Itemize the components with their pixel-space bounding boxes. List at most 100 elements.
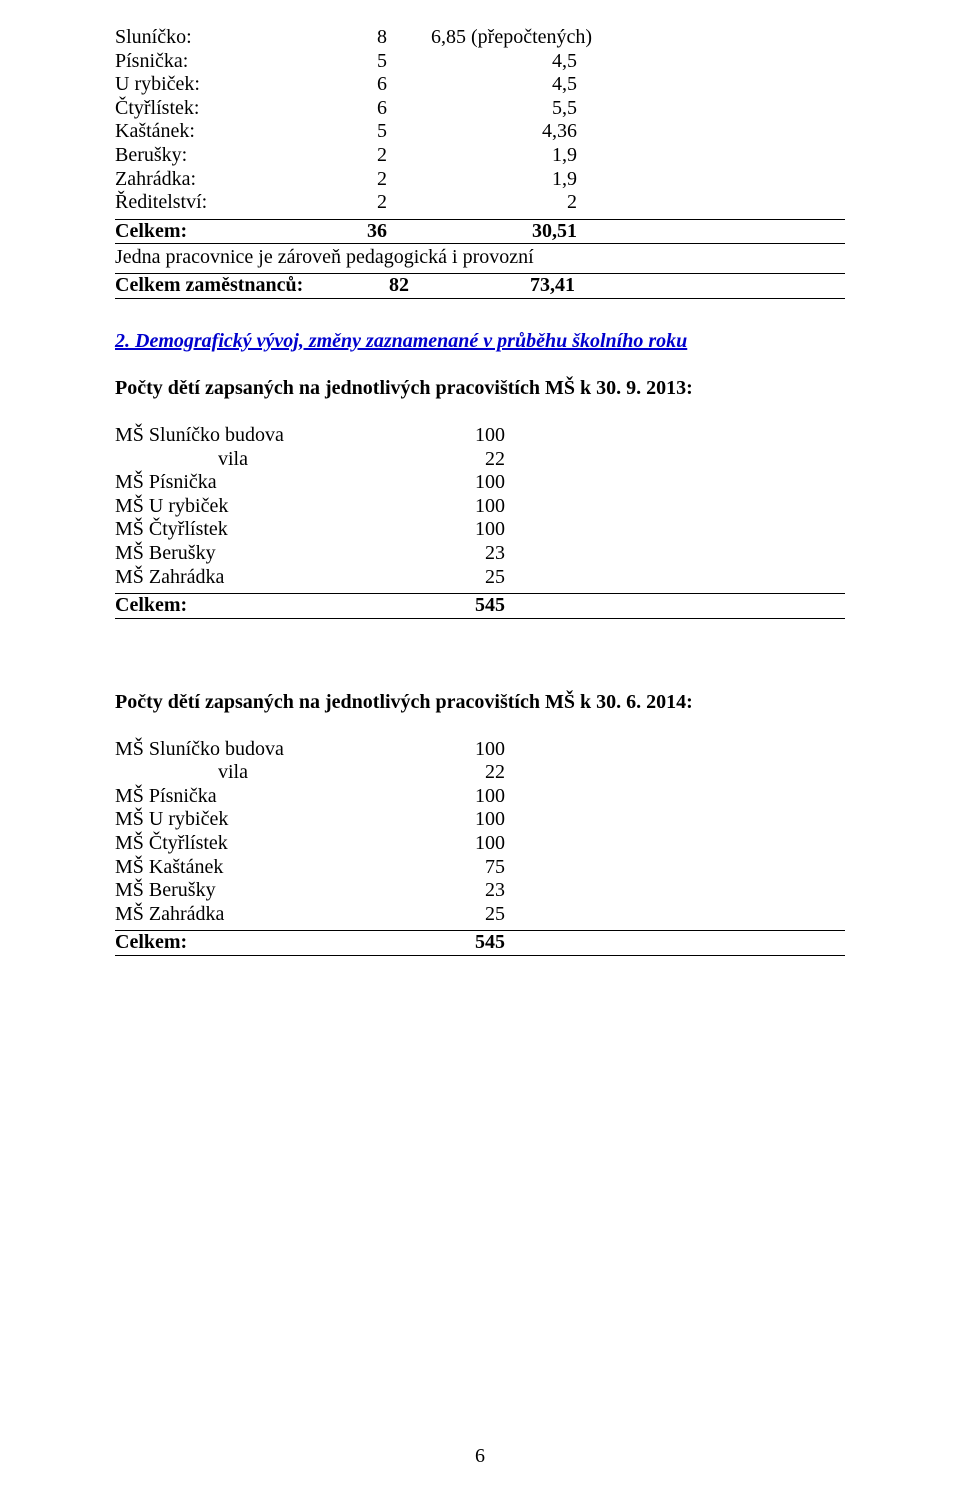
section-title: 2. Demografický vývoj, změny zaznamenané…	[115, 329, 845, 353]
rule	[115, 243, 845, 244]
list-row-value: 22	[435, 761, 505, 785]
list-row-label: MŠ Kaštánek	[115, 856, 435, 880]
list-row-label: MŠ Zahrádka	[115, 903, 435, 927]
staff-row-b: 1,9	[387, 144, 577, 168]
list-row-label: vila	[115, 761, 435, 785]
staff-total-row: Celkem: 36 30,51	[115, 220, 845, 244]
emp-total-label: Celkem zaměstnanců:	[115, 274, 375, 298]
count-list-2: MŠ Sluníčko budova100vila22MŠ Písnička10…	[115, 738, 845, 927]
staff-total-a: 36	[301, 220, 387, 244]
emp-total-a: 82	[375, 274, 409, 298]
list-row-value: 100	[435, 424, 505, 448]
staff-row-b: 6,85 (přepočtených)	[387, 26, 592, 50]
list-row-value: 100	[435, 518, 505, 542]
list-row-label: MŠ Písnička	[115, 785, 435, 809]
list-row: vila22	[115, 448, 845, 472]
list-row-value: 100	[435, 495, 505, 519]
emp-total-values: 82 73,41	[375, 274, 575, 298]
staff-row-values: 64,5	[301, 73, 577, 97]
staff-row: Kaštánek:54,36	[115, 120, 845, 144]
staff-total-b: 30,51	[387, 220, 577, 244]
staff-row-values: 54,5	[301, 50, 577, 74]
staff-row-values: 65,5	[301, 97, 577, 121]
list-row-label: MŠ Berušky	[115, 542, 435, 566]
list-row-label: MŠ Písnička	[115, 471, 435, 495]
rule	[115, 618, 845, 619]
list-row-label: MŠ U rybiček	[115, 495, 435, 519]
staff-row-values: 54,36	[301, 120, 577, 144]
list-row: MŠ Kaštánek75	[115, 856, 845, 880]
list-row: MŠ Písnička100	[115, 471, 845, 495]
staff-row-values: 86,85 (přepočtených)	[301, 26, 592, 50]
staff-row-label: Písnička:	[115, 50, 301, 74]
list-row-value: 23	[435, 542, 505, 566]
list-row-value: 100	[435, 471, 505, 495]
list2-total-val: 545	[435, 931, 505, 955]
list-row-value: 100	[435, 738, 505, 762]
staff-row-a: 2	[301, 144, 387, 168]
page-number: 6	[0, 1445, 960, 1468]
document-page: Sluníčko:86,85 (přepočtených)Písnička:54…	[0, 0, 960, 1504]
list-row: MŠ Čtyřlístek100	[115, 832, 845, 856]
list-row-value: 23	[435, 879, 505, 903]
staff-row-a: 8	[301, 26, 387, 50]
staff-row: Čtyřlístek:65,5	[115, 97, 845, 121]
staff-row-values: 21,9	[301, 144, 577, 168]
staff-row-a: 2	[301, 191, 387, 215]
list-row-label: MŠ Sluníčko budova	[115, 738, 435, 762]
staff-total-values: 36 30,51	[301, 220, 577, 244]
staff-row-b: 2	[387, 191, 577, 215]
staff-row-label: Sluníčko:	[115, 26, 301, 50]
list-row: MŠ Písnička100	[115, 785, 845, 809]
staff-row-label: Ředitelství:	[115, 191, 301, 215]
list-row-label: MŠ Čtyřlístek	[115, 518, 435, 542]
staff-row-values: 21,9	[301, 168, 577, 192]
staff-row-b: 4,5	[387, 73, 577, 97]
list1-total-row: Celkem: 545	[115, 594, 845, 618]
staff-row: Ředitelství:22	[115, 191, 845, 215]
subhead-1: Počty dětí zapsaných na jednotlivých pra…	[115, 377, 845, 400]
list-row-label: MŠ Sluníčko budova	[115, 424, 435, 448]
staff-row-values: 22	[301, 191, 577, 215]
staff-row-b: 4,36	[387, 120, 577, 144]
staff-note: Jedna pracovnice je zároveň pedagogická …	[115, 246, 845, 269]
staff-row: Berušky:21,9	[115, 144, 845, 168]
count-list-1: MŠ Sluníčko budova100vila22MŠ Písnička10…	[115, 424, 845, 589]
list2-total-row: Celkem: 545	[115, 931, 845, 955]
list-row: MŠ U rybiček100	[115, 495, 845, 519]
list-row-value: 25	[435, 903, 505, 927]
emp-total-row: Celkem zaměstnanců: 82 73,41	[115, 274, 845, 298]
list-row-value: 100	[435, 785, 505, 809]
list-row: MŠ Sluníčko budova100	[115, 424, 845, 448]
list-row-value: 100	[435, 808, 505, 832]
list-row-label: MŠ U rybiček	[115, 808, 435, 832]
staff-row-b: 1,9	[387, 168, 577, 192]
staff-row: Sluníčko:86,85 (přepočtených)	[115, 26, 845, 50]
list-row: MŠ Berušky23	[115, 879, 845, 903]
list-row: MŠ Zahrádka25	[115, 566, 845, 590]
list-row-label: MŠ Berušky	[115, 879, 435, 903]
list-row: MŠ Berušky23	[115, 542, 845, 566]
staff-row-a: 2	[301, 168, 387, 192]
list-row-label: vila	[115, 448, 435, 472]
list-row-value: 22	[435, 448, 505, 472]
list-row-label: MŠ Čtyřlístek	[115, 832, 435, 856]
emp-total-b: 73,41	[409, 274, 575, 298]
list-row-value: 100	[435, 832, 505, 856]
list-row-value: 25	[435, 566, 505, 590]
list-row-value: 75	[435, 856, 505, 880]
staff-row-a: 6	[301, 97, 387, 121]
staff-row-a: 5	[301, 50, 387, 74]
list-row-label: MŠ Zahrádka	[115, 566, 435, 590]
staff-row-label: Berušky:	[115, 144, 301, 168]
staff-row-label: Zahrádka:	[115, 168, 301, 192]
list-row: MŠ U rybiček100	[115, 808, 845, 832]
staff-row-b: 4,5	[387, 50, 577, 74]
staff-row: Zahrádka:21,9	[115, 168, 845, 192]
staff-total-label: Celkem:	[115, 220, 301, 244]
staff-row-label: U rybiček:	[115, 73, 301, 97]
staff-row-b: 5,5	[387, 97, 577, 121]
list-row: MŠ Sluníčko budova100	[115, 738, 845, 762]
subhead-2: Počty dětí zapsaných na jednotlivých pra…	[115, 691, 845, 714]
list2-total-label: Celkem:	[115, 931, 435, 955]
